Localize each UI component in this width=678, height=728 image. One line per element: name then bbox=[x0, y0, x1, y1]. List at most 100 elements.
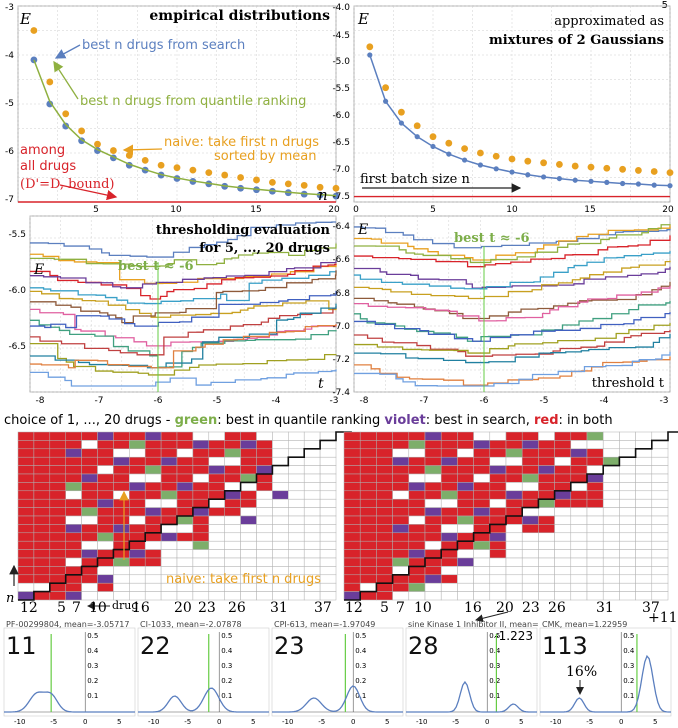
grid-cell bbox=[570, 557, 588, 567]
grid-cell bbox=[489, 440, 507, 450]
grid-cell bbox=[635, 566, 653, 576]
grid-cell bbox=[49, 473, 66, 483]
grid-cell bbox=[144, 482, 162, 492]
grid-cell bbox=[176, 465, 194, 475]
x-tick: 20 bbox=[328, 205, 340, 215]
grid-cell bbox=[17, 549, 35, 559]
data-point bbox=[367, 52, 373, 58]
grid-cell bbox=[570, 591, 588, 601]
grid-cell bbox=[319, 456, 337, 466]
grid-cell bbox=[113, 456, 130, 466]
grid-cell bbox=[113, 557, 130, 567]
grid-cell bbox=[619, 532, 636, 542]
grid-cell bbox=[129, 490, 146, 500]
grid-cell bbox=[635, 574, 653, 584]
grid-cell bbox=[359, 473, 377, 483]
grid-cell bbox=[489, 540, 507, 550]
grid-cell bbox=[176, 498, 194, 508]
panel-frame bbox=[539, 627, 672, 717]
grid-cell bbox=[65, 431, 82, 441]
grid-cell bbox=[392, 448, 410, 458]
x-tick: 5 bbox=[430, 205, 436, 215]
grid-cell bbox=[521, 591, 539, 601]
grid-cell bbox=[160, 482, 178, 492]
grid-cell bbox=[619, 524, 636, 534]
grid-cell bbox=[570, 465, 588, 475]
grid-cell bbox=[208, 490, 225, 500]
threshold-line bbox=[30, 324, 337, 369]
grid-cell bbox=[619, 482, 636, 492]
grid-cell bbox=[65, 549, 82, 559]
grid-cell bbox=[288, 482, 305, 492]
grid-cell bbox=[208, 456, 225, 466]
grid-cell bbox=[586, 540, 604, 550]
grid-cell bbox=[256, 507, 273, 517]
grid-cell bbox=[208, 507, 225, 517]
grid-cell bbox=[473, 591, 491, 601]
grid-cell bbox=[81, 591, 98, 601]
x-tick-labels: 0 5 10 15 20 bbox=[353, 205, 674, 215]
y-tick-labels: -5.5 -6.0 -6.5 bbox=[8, 230, 26, 352]
data-point bbox=[189, 166, 197, 174]
grid-cell bbox=[224, 507, 241, 517]
grid-cell bbox=[319, 557, 337, 567]
grid-cell bbox=[144, 524, 162, 534]
grid-cell bbox=[240, 591, 257, 601]
grid-cell bbox=[521, 482, 539, 492]
grid-cell bbox=[144, 515, 162, 525]
grid-cell bbox=[376, 440, 393, 450]
data-point bbox=[604, 179, 610, 185]
y-tick: 0.3 bbox=[623, 662, 634, 670]
grid-cell bbox=[192, 507, 210, 517]
grid-cell bbox=[505, 574, 523, 584]
grid-cell bbox=[176, 507, 194, 517]
y-tick: -5.0 bbox=[332, 57, 350, 67]
grid-cell bbox=[240, 524, 257, 534]
grid-cell bbox=[49, 574, 66, 584]
y-tick: 0.5 bbox=[87, 632, 98, 640]
x-tick: -4 bbox=[272, 396, 281, 406]
grid-cell bbox=[343, 574, 361, 584]
grid-cell bbox=[288, 490, 305, 500]
grid-cell bbox=[586, 507, 604, 517]
grid-cell bbox=[224, 456, 241, 466]
annotation-among: among bbox=[20, 143, 65, 158]
grid-cell bbox=[635, 465, 653, 475]
grid-cell bbox=[303, 473, 321, 483]
grid-cell bbox=[473, 557, 491, 567]
grid-cell bbox=[392, 591, 410, 601]
grid-cell bbox=[586, 473, 604, 483]
grid-cell bbox=[489, 574, 507, 584]
grid-cell bbox=[192, 473, 210, 483]
grid-cell bbox=[424, 490, 442, 500]
grid-cell bbox=[343, 490, 361, 500]
grid-cell bbox=[97, 482, 114, 492]
grid-cell bbox=[224, 549, 241, 559]
x-tick: 5 bbox=[385, 718, 389, 726]
grid-cell bbox=[81, 507, 98, 517]
grid-cell bbox=[359, 507, 377, 517]
grid-cell bbox=[113, 549, 130, 559]
grid-cell bbox=[97, 557, 114, 567]
grid-cell bbox=[521, 490, 539, 500]
grid-cell bbox=[473, 549, 491, 559]
grid-cell bbox=[440, 498, 458, 508]
grid-cell bbox=[570, 498, 588, 508]
grid-cell bbox=[538, 507, 555, 517]
grid-cell bbox=[521, 532, 539, 542]
grid-cell bbox=[288, 532, 305, 542]
threshold-line bbox=[30, 221, 336, 258]
grid-cell bbox=[424, 465, 442, 475]
threshold-line bbox=[30, 303, 337, 369]
grid-cell bbox=[129, 524, 146, 534]
grid-cell bbox=[619, 448, 636, 458]
grid-cell bbox=[17, 524, 35, 534]
grid-cell bbox=[586, 532, 604, 542]
grid-cell bbox=[33, 490, 51, 500]
grid-cell bbox=[457, 473, 474, 483]
x-tick: -5 bbox=[318, 718, 325, 726]
staircase bbox=[18, 431, 352, 601]
grid-cell bbox=[619, 582, 636, 592]
grid-cell bbox=[408, 515, 426, 525]
y-tick: -6 bbox=[5, 147, 14, 157]
